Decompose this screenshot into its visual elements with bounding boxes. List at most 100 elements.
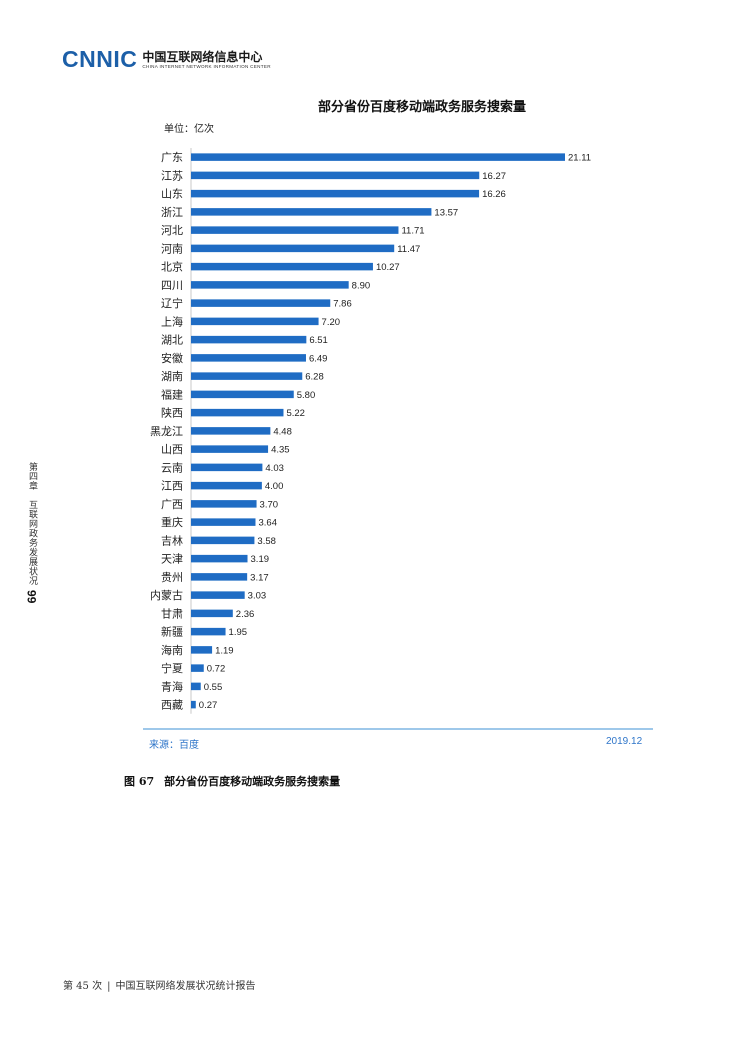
- bar: [191, 427, 271, 435]
- data-label: 4.00: [265, 481, 284, 492]
- data-label: 3.58: [257, 536, 276, 547]
- data-label: 3.64: [258, 518, 277, 529]
- bar: [191, 208, 432, 216]
- category-label: 湖北: [161, 334, 183, 347]
- bar: [191, 646, 213, 654]
- category-label: 辽宁: [161, 296, 183, 310]
- category-label: 重庆: [161, 515, 183, 529]
- data-label: 3.70: [260, 499, 279, 510]
- data-label: 21.11: [568, 153, 591, 164]
- category-label: 安徽: [161, 351, 183, 365]
- bar: [191, 153, 565, 161]
- bar: [191, 554, 248, 563]
- page-footer: 第 45 次 | 中国互联网络发展状况统计报告: [63, 977, 255, 992]
- category-label: 云南: [161, 461, 183, 474]
- bar: [191, 372, 303, 380]
- data-label: 10.27: [376, 262, 400, 273]
- category-label: 四川: [161, 279, 183, 292]
- bar: [191, 627, 226, 636]
- bar: [191, 664, 204, 672]
- figure-caption: 图 67 部分省份百度移动端政务服务搜索量: [124, 773, 340, 789]
- category-label: 西藏: [161, 699, 183, 712]
- category-label: 海南: [161, 643, 183, 657]
- data-label: 13.57: [434, 207, 458, 218]
- bar: [191, 262, 373, 271]
- footer-separator: |: [107, 981, 111, 992]
- category-label: 宁夏: [161, 661, 183, 675]
- bar: [191, 226, 399, 234]
- data-label: 4.48: [273, 426, 292, 437]
- data-label: 8.90: [352, 280, 371, 291]
- footer-report-title: 中国互联网络发展状况统计报告: [115, 981, 256, 992]
- category-label: 黑龙江: [150, 425, 183, 438]
- chart-source: 来源：百度: [149, 740, 199, 751]
- category-label: 新疆: [161, 625, 183, 639]
- bar-chart: 广东 21.11 江苏 16.27 山东 16.26 浙江 13.57 河北 11.71 河南 11.…: [150, 148, 591, 714]
- data-label: 6.49: [309, 353, 328, 364]
- bar: [191, 354, 306, 362]
- category-label: 北京: [161, 260, 183, 274]
- category-label: 河南: [161, 242, 183, 255]
- category-label: 青海: [161, 679, 183, 693]
- data-label: 5.22: [286, 408, 305, 419]
- bar: [191, 445, 269, 453]
- logo-english-name: CHINA INTERNET NETWORK INFORMATION CENTE…: [142, 63, 271, 69]
- bar: [191, 390, 294, 399]
- data-label: 3.19: [251, 554, 270, 565]
- data-label: 7.20: [322, 317, 341, 328]
- bar: [191, 573, 248, 581]
- data-label: 4.03: [265, 463, 284, 474]
- data-label: 0.72: [207, 664, 226, 675]
- data-label: 3.17: [250, 572, 268, 583]
- chapter-side-title: 第四章 互联网政务发展状况: [27, 462, 37, 586]
- cnnic-logo: CNNIC 中国互联网络信息中心 CHINA INTERNET NETWORK …: [62, 48, 271, 71]
- category-label: 陕西: [161, 406, 183, 420]
- data-label: 6.28: [305, 372, 324, 383]
- category-label: 河北: [161, 224, 183, 237]
- bar: [191, 408, 284, 417]
- data-label: 11.71: [401, 226, 424, 237]
- bar: [191, 682, 201, 691]
- data-label: 0.55: [204, 682, 223, 693]
- bar: [191, 335, 307, 344]
- logo-mark: CNNIC: [62, 46, 138, 72]
- category-label: 福建: [161, 387, 183, 401]
- data-label: 0.27: [199, 700, 218, 711]
- data-label: 11.47: [397, 244, 420, 255]
- data-label: 5.80: [297, 390, 316, 401]
- unit-label: 单位：亿次: [164, 124, 214, 135]
- data-label: 2.36: [236, 609, 255, 620]
- category-label: 内蒙古: [150, 588, 183, 602]
- bar: [191, 171, 480, 180]
- chart-title: 部分省份百度移动端政务服务搜索量: [317, 100, 526, 115]
- category-label: 浙江: [161, 206, 183, 219]
- page-number: 66: [25, 590, 39, 604]
- logo-chinese-name: 中国互联网络信息中心: [142, 49, 263, 64]
- category-label: 广西: [161, 498, 183, 511]
- category-label: 甘肃: [161, 607, 183, 620]
- figure-number: 图 67: [124, 775, 155, 788]
- category-label: 天津: [161, 553, 183, 566]
- bar: [191, 281, 349, 289]
- bar: [191, 299, 331, 307]
- chart-date: 2019.12: [606, 736, 643, 747]
- bar: [191, 244, 395, 253]
- bar: [191, 189, 480, 198]
- data-label: 4.35: [271, 445, 290, 456]
- logo-text: 中国互联网络信息中心 CHINA INTERNET NETWORK INFORM…: [142, 50, 271, 70]
- bar: [191, 317, 319, 326]
- footer-edition: 第 45 次: [63, 981, 103, 992]
- data-label: 3.03: [248, 591, 267, 602]
- bar: [191, 591, 245, 599]
- category-label: 江西: [161, 480, 183, 493]
- data-label: 1.95: [229, 627, 248, 638]
- category-label: 江苏: [161, 169, 183, 182]
- category-label: 广东: [161, 151, 183, 164]
- bar: [191, 518, 256, 526]
- bar: [191, 536, 255, 545]
- category-label: 吉林: [161, 533, 183, 547]
- data-label: 7.86: [333, 299, 352, 310]
- bar: [191, 700, 196, 709]
- category-label: 湖南: [161, 370, 183, 383]
- category-label: 山东: [161, 188, 183, 201]
